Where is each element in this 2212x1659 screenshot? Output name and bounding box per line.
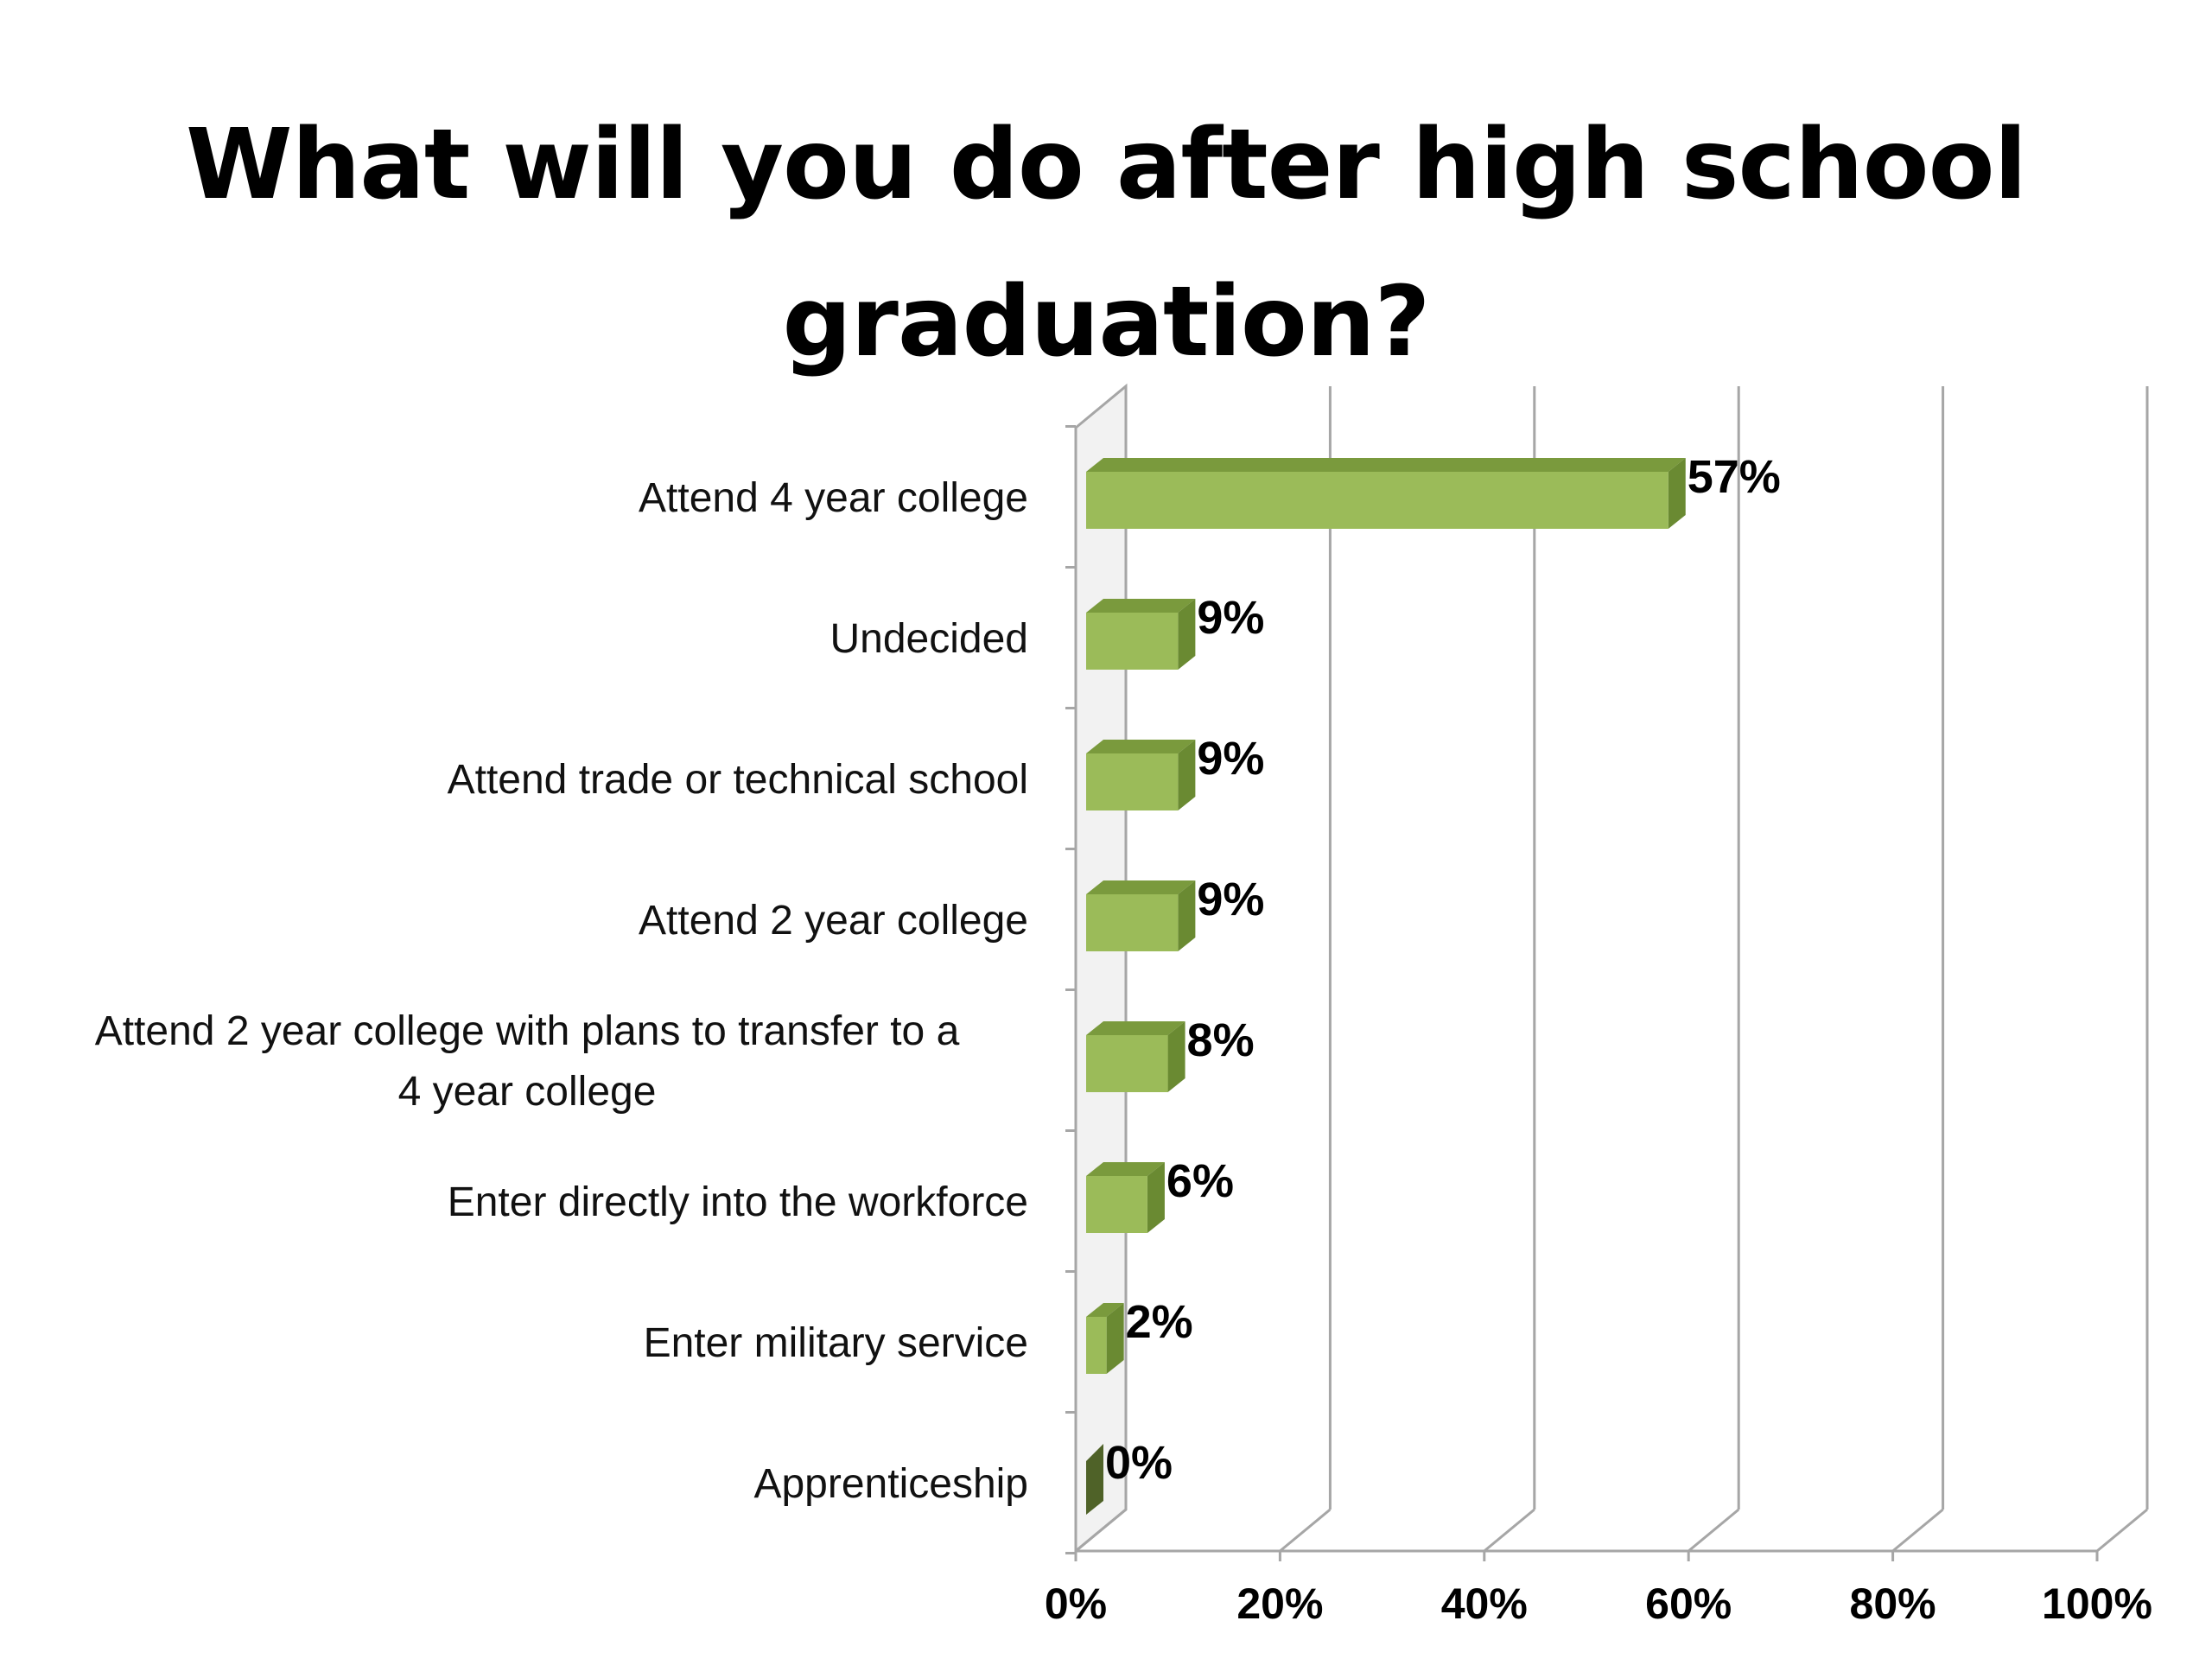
- category-label-line: Undecided: [830, 616, 1029, 662]
- data-label: 2%: [1126, 1296, 1193, 1348]
- data-label: 9%: [1197, 733, 1264, 785]
- floor-gridline: [1483, 1508, 1535, 1553]
- category-label: Apprenticeship: [753, 1461, 1028, 1507]
- x-tick-label: 0%: [1045, 1580, 1107, 1628]
- data-label: 9%: [1197, 592, 1264, 644]
- bar-front-face: [1086, 894, 1179, 951]
- floor-gridline: [2096, 1508, 2148, 1553]
- bar-side-face: [1178, 599, 1196, 670]
- bar: [1086, 880, 1196, 951]
- bar: [1086, 1303, 1124, 1374]
- bar-top-face: [1086, 880, 1196, 894]
- chart-labels: 0% 20% 40% 60% 80% 100% 57% Attend 4 year colle…: [95, 451, 2152, 1628]
- bar: [1086, 458, 1686, 529]
- bar-side-face: [1147, 1162, 1165, 1233]
- x-tick-label: 20%: [1236, 1580, 1323, 1628]
- category-label: Enter directly into the workforce: [448, 1179, 1028, 1225]
- x-tick-label: 80%: [1850, 1580, 1936, 1628]
- floor-gridline: [1279, 1508, 1332, 1553]
- category-label: Attend 4 year college: [639, 475, 1028, 521]
- bar-top-face: [1086, 458, 1686, 472]
- bar: [1086, 740, 1196, 810]
- x-tick-label: 40%: [1441, 1580, 1528, 1628]
- bar-top-face: [1086, 599, 1196, 613]
- category-label-line: Apprenticeship: [753, 1461, 1028, 1507]
- bar-top-face: [1086, 740, 1196, 753]
- data-label: 6%: [1166, 1155, 1234, 1207]
- bar-top-face: [1086, 1303, 1124, 1317]
- bar: [1086, 1444, 1103, 1515]
- category-label: Attend trade or technical school: [448, 757, 1028, 803]
- data-label: 0%: [1105, 1437, 1173, 1489]
- bar-top-face: [1086, 1021, 1185, 1035]
- bar-side-face: [1178, 740, 1196, 810]
- bar-zero-face: [1086, 1444, 1103, 1515]
- data-label: 57%: [1688, 451, 1781, 503]
- category-label: Attend 2 year college with plans to tran…: [95, 1008, 960, 1115]
- bar-side-face: [1668, 458, 1686, 529]
- x-tick-label: 100%: [2042, 1580, 2152, 1628]
- category-label-line: Attend 2 year college with plans to tran…: [95, 1008, 960, 1054]
- category-label-line: Enter directly into the workforce: [448, 1179, 1028, 1225]
- chart-gridlines: [1065, 383, 2149, 1561]
- x-tick-label: 60%: [1645, 1580, 1732, 1628]
- bar-side-face: [1167, 1021, 1185, 1092]
- bar-front-face: [1086, 613, 1179, 670]
- category-label-line: Attend 2 year college: [639, 898, 1028, 944]
- floor-gridline: [1075, 1508, 1127, 1553]
- floor-gridline: [1891, 1508, 1944, 1553]
- category-label-line: Attend 4 year college: [639, 475, 1028, 521]
- category-label-line: Attend trade or technical school: [448, 757, 1028, 803]
- bar-side-face: [1106, 1303, 1124, 1374]
- chart-title: What will you do after high school gradu…: [186, 109, 2027, 378]
- category-label-line: 4 year college: [398, 1069, 657, 1115]
- bar-front-face: [1086, 1176, 1147, 1233]
- bar-front-face: [1086, 1035, 1168, 1092]
- bar-top-face: [1086, 1162, 1165, 1176]
- floor-gridline: [1688, 1508, 1740, 1553]
- category-label-line: Enter military service: [644, 1320, 1028, 1366]
- bar: [1086, 1021, 1185, 1092]
- chart-side-wall: [1074, 383, 1128, 1554]
- data-label: 9%: [1197, 874, 1264, 925]
- bar-front-face: [1086, 472, 1669, 529]
- data-label: 8%: [1187, 1014, 1255, 1066]
- category-label: Attend 2 year college: [639, 898, 1028, 944]
- chart-bars: [1086, 458, 1686, 1515]
- bar-front-face: [1086, 753, 1179, 810]
- bar: [1086, 1162, 1165, 1233]
- bar-side-face: [1178, 880, 1196, 951]
- bar: [1086, 599, 1196, 670]
- bar-front-face: [1086, 1317, 1107, 1374]
- category-label: Undecided: [830, 616, 1029, 662]
- category-label: Enter military service: [644, 1320, 1028, 1366]
